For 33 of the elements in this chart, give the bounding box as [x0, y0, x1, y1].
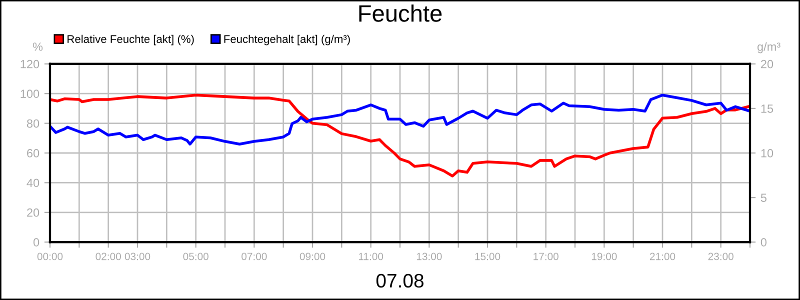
y2-tick-label: 5	[760, 194, 766, 202]
y-axis-title: %	[32, 42, 43, 51]
legend-label: Feuchtegehalt [akt] (g/m³)	[224, 34, 350, 46]
y-tick-label: 60	[27, 149, 40, 158]
x-tick-label: 00:00	[37, 252, 63, 260]
x-tick-label: 03:00	[124, 252, 150, 260]
y-tick-label: 100	[20, 90, 40, 98]
y2-tick-label: 20	[761, 60, 774, 68]
x-tick-label: 05:00	[183, 252, 208, 260]
x-tick-label: 15:00	[475, 252, 500, 260]
y2-tick-label: 15	[761, 104, 774, 113]
x-tick-label: 23:00	[708, 252, 734, 260]
x-tick-label: 13:00	[416, 252, 442, 260]
x-axis-title: 07.08	[376, 274, 424, 288]
chart-title: Feuchte	[359, 4, 442, 22]
x-tick-label: 17:00	[534, 252, 558, 260]
x-tick-label: 21:00	[650, 252, 676, 260]
line-series	[50, 94, 750, 178]
y2-tick-label: 0	[760, 238, 767, 246]
y-tick-label: 40	[26, 178, 40, 188]
line-series	[50, 94, 750, 146]
x-tick-label: 07:00	[242, 252, 267, 260]
y-tick-label: 80	[26, 119, 40, 128]
x-tick-label: 11:00	[358, 252, 384, 260]
y2-tick-label: 10	[761, 149, 774, 158]
y-tick-label: 20	[27, 208, 40, 217]
x-tick-label: 19:00	[592, 252, 617, 260]
y-tick-label: 0	[33, 238, 40, 246]
y2-axis-title: g/m³	[757, 42, 780, 54]
y-tick-label: 120	[20, 60, 40, 68]
x-tick-label: 02:00	[96, 252, 121, 260]
legend-label: Relative Feuchte [akt] (%)	[68, 34, 194, 46]
x-tick-label: 09:00	[300, 252, 326, 260]
